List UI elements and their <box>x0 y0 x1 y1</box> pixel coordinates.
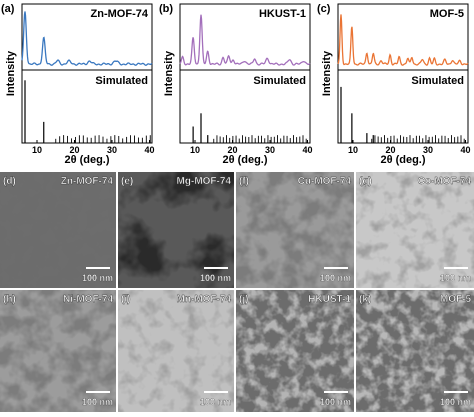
panel-title: MOF-5 <box>430 8 464 20</box>
panel-title: HKUST-1 <box>259 8 306 20</box>
image-title: MOF-5 <box>440 294 472 305</box>
xrd-panels: (a) Zn-MOF-74 Simulated Intensity 2θ (deg.) 1… <box>1 3 471 166</box>
x-tick-label: 20 <box>69 145 79 155</box>
tem-images: (d) Zn-MOF-74 100 nm (e) Mg-MOF-74 100 nm (f) C… <box>0 172 474 412</box>
tem-image: (j) HKUST-1 100 nm <box>236 290 354 412</box>
panel-title: Zn-MOF-74 <box>91 8 149 20</box>
xrd-trace <box>337 14 469 66</box>
simulated-label: Simulated <box>95 75 148 87</box>
image-title: HKUST-1 <box>308 294 351 305</box>
x-tick-label: 20 <box>385 145 395 155</box>
scale-bar-label: 100 nm <box>200 397 231 407</box>
scale-bar-label: 100 nm <box>82 273 113 283</box>
image-label: (g) <box>359 176 372 187</box>
y-axis-label: Intensity <box>163 50 175 96</box>
image-label: (j) <box>239 294 248 305</box>
x-axis-label: 2θ (deg.) <box>380 154 425 166</box>
tem-image: (i) Mn-MOF-74 100 nm <box>118 290 234 412</box>
image-title: Cu-MOF-74 <box>298 176 352 187</box>
x-tick-label: 30 <box>107 145 117 155</box>
x-tick-label: 30 <box>423 145 433 155</box>
image-label: (f) <box>239 176 249 187</box>
x-tick-label: 40 <box>302 145 312 155</box>
x-tick-label: 30 <box>265 145 275 155</box>
x-tick-label: 40 <box>460 145 470 155</box>
image-texture <box>356 172 474 288</box>
x-tick-label: 10 <box>32 145 42 155</box>
panel-label: (a) <box>1 3 15 15</box>
scale-bar-label: 100 nm <box>200 273 231 283</box>
image-label: (d) <box>3 176 16 187</box>
scale-bar-label: 100 nm <box>320 397 351 407</box>
y-axis-label: Intensity <box>5 50 17 96</box>
simulated-label: Simulated <box>411 75 464 87</box>
image-title: Mg-MOF-74 <box>177 176 232 187</box>
image-texture <box>236 172 354 288</box>
xrd-panel: (a) Zn-MOF-74 Simulated Intensity 2θ (deg.) 1… <box>1 3 155 166</box>
scale-bar-label: 100 nm <box>440 273 471 283</box>
panel-label: (c) <box>317 3 331 15</box>
image-title: Co-MOF-74 <box>418 176 472 187</box>
image-label: (h) <box>3 294 16 305</box>
simulated-label: Simulated <box>253 75 306 87</box>
image-texture <box>0 290 116 412</box>
image-label: (e) <box>121 176 133 187</box>
image-title: Ni-MOF-74 <box>63 294 113 305</box>
image-label: (k) <box>359 294 371 305</box>
scale-bar-label: 100 nm <box>82 397 113 407</box>
image-texture <box>356 290 474 412</box>
x-axis-label: 2θ (deg.) <box>222 154 267 166</box>
image-title: Mn-MOF-74 <box>177 294 232 305</box>
image-texture <box>236 290 354 412</box>
tem-image: (g) Co-MOF-74 100 nm <box>356 172 474 288</box>
xrd-panel: (c) MOF-5 Simulated Intensity 2θ (deg.) 10 20 3… <box>317 3 471 166</box>
image-texture <box>0 172 116 288</box>
scale-bar-label: 100 nm <box>440 397 471 407</box>
x-tick-label: 10 <box>348 145 358 155</box>
tem-image: (d) Zn-MOF-74 100 nm <box>0 172 116 288</box>
plot-frame <box>21 3 153 144</box>
x-tick-label: 40 <box>144 145 154 155</box>
xrd-trace <box>179 14 311 66</box>
xrd-trace <box>21 11 153 66</box>
image-label: (i) <box>121 294 130 305</box>
tem-image: (e) Mg-MOF-74 100 nm <box>118 172 234 288</box>
tem-image: (h) Ni-MOF-74 100 nm <box>0 290 116 412</box>
scale-bar-label: 100 nm <box>320 273 351 283</box>
image-title: Zn-MOF-74 <box>61 176 114 187</box>
tem-image: (f) Cu-MOF-74 100 nm <box>236 172 354 288</box>
xrd-panel: (b) HKUST-1 Simulated Intensity 2θ (deg.) 10 2… <box>159 3 313 166</box>
x-tick-label: 20 <box>227 145 237 155</box>
image-texture <box>118 172 234 288</box>
panel-label: (b) <box>159 3 173 15</box>
x-tick-label: 10 <box>190 145 200 155</box>
image-texture <box>118 290 234 412</box>
plot-frame <box>337 3 469 144</box>
y-axis-label: Intensity <box>321 50 333 96</box>
plot-frame <box>179 3 311 144</box>
x-axis-label: 2θ (deg.) <box>64 154 109 166</box>
tem-image: (k) MOF-5 100 nm <box>356 290 474 412</box>
